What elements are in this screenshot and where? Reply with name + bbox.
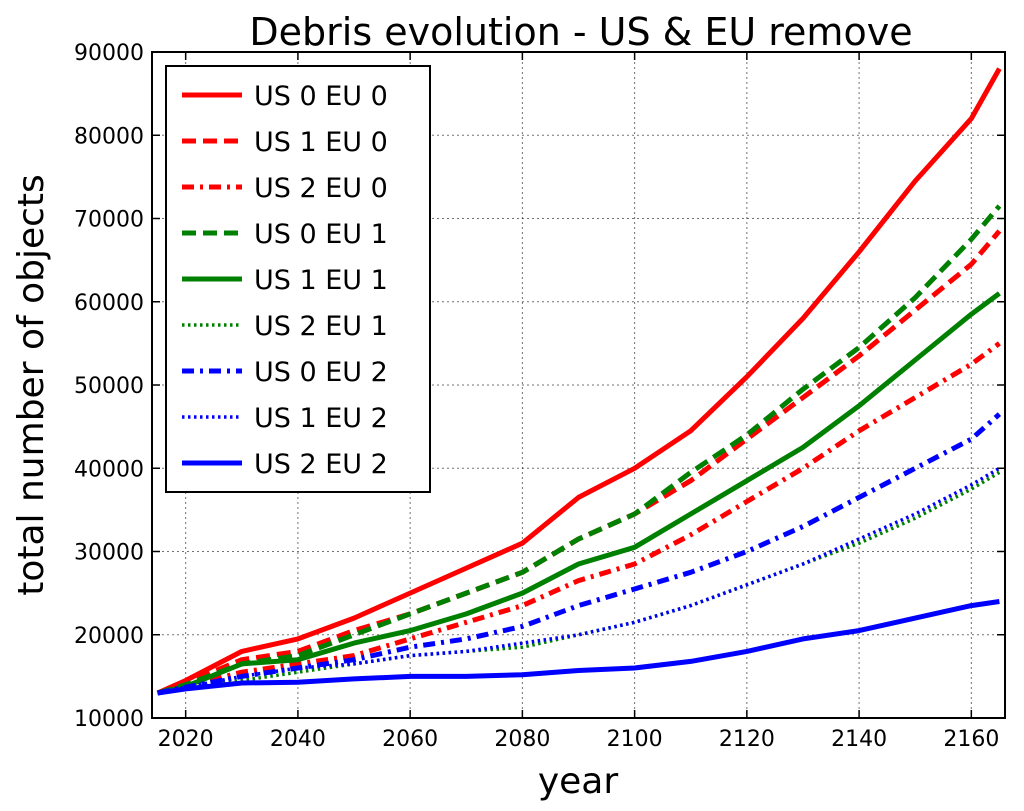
series-lines [156,67,1002,696]
legend-label: US 1 EU 2 [254,403,388,434]
legend-label: US 1 EU 1 [254,265,388,296]
y-tick-label: 10000 [74,707,144,732]
y-tick-label: 50000 [74,374,144,399]
x-tick-label: 2120 [719,727,775,752]
series-line-5 [157,291,1001,696]
legend-label: US 2 EU 1 [254,311,388,342]
legend-label: US 0 EU 1 [254,219,388,250]
series-line-4 [156,204,1002,696]
y-tick-label: 80000 [74,124,144,149]
y-tick-label: 30000 [74,541,144,566]
x-tick-label: 2160 [943,727,999,752]
x-tick-label: 2020 [158,727,214,752]
x-tick-label: 2060 [382,727,438,752]
series-line-3 [157,341,1001,696]
x-tick-label: 2040 [270,727,326,752]
x-tick-label: 2140 [831,727,887,752]
chart-title: Debris evolution - US & EU remove [249,10,912,54]
y-axis-label: total number of objects [11,174,52,596]
legend-label: US 0 EU 2 [254,357,388,388]
legend: US 0 EU 0 US 1 EU 0 US 2 EU 0 US 0 EU 1 US 1… [165,65,431,493]
legend-label: US 1 EU 0 [254,127,388,158]
x-axis-label: year [538,761,619,802]
axis-ticks: 2020 2040 2060 2080 2100 2120 2140 2160 10000 200… [74,41,1005,752]
legend-label: US 2 EU 2 [254,449,388,480]
x-tick-label: 2080 [494,727,550,752]
y-tick-label: 70000 [74,208,144,233]
y-tick-label: 60000 [74,291,144,316]
y-tick-label: 90000 [74,41,144,66]
legend-label: US 2 EU 0 [254,173,388,204]
y-tick-label: 40000 [74,457,144,482]
y-tick-label: 20000 [74,624,144,649]
series-line-9 [157,599,1000,696]
legend-label: US 0 EU 0 [254,81,388,112]
x-tick-label: 2100 [607,727,663,752]
series-line-1 [156,67,1002,696]
